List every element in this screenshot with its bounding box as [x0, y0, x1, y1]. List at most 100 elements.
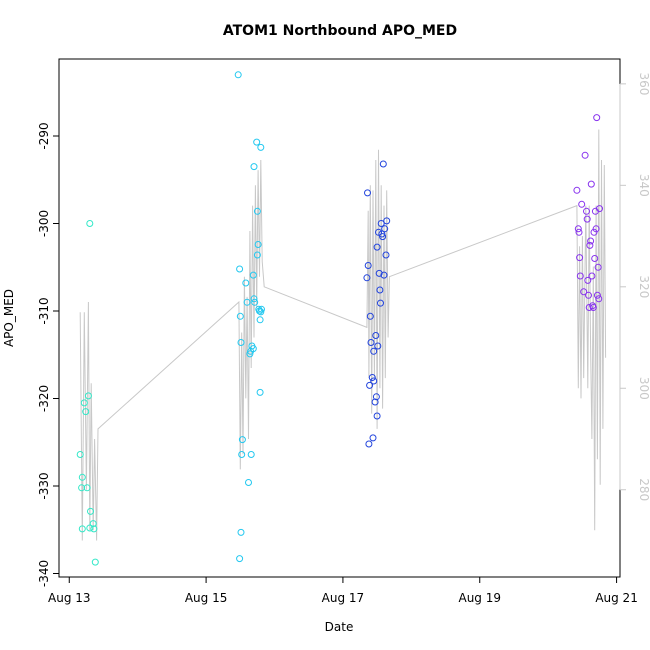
data-point-4-20 [591, 255, 599, 262]
data-point-2-16 [247, 451, 255, 458]
chart-title: ATOM1 Northbound APO_MED [223, 23, 457, 39]
data-point-2-15 [249, 345, 257, 353]
data-point-3-24 [379, 233, 387, 241]
data-point-3-21 [377, 299, 384, 307]
data-point-2-5 [238, 451, 246, 458]
data-point-3-8 [369, 434, 377, 442]
data-point-4-22 [592, 225, 600, 233]
data-point-2-21 [253, 138, 261, 146]
secondary-line-series [79, 129, 607, 541]
data-point-4-10 [583, 215, 591, 223]
y-tick-label: -330 [37, 472, 51, 499]
data-point-3-3 [363, 274, 371, 282]
data-point-2-26 [256, 307, 263, 315]
x-tick-label: Aug 19 [458, 591, 501, 605]
data-point-2-11 [245, 479, 252, 486]
data-point-3-18 [375, 228, 382, 236]
data-point-2-27 [256, 388, 264, 396]
data-point-4-12 [585, 291, 592, 299]
data-point-1-8 [82, 408, 90, 416]
data-point-3-2 [364, 262, 372, 269]
data-point-2-18 [250, 295, 258, 303]
data-point-2-28 [257, 143, 265, 151]
data-point-4-17 [588, 272, 596, 280]
data-point-1-14 [78, 525, 86, 533]
data-point-1-3 [86, 524, 94, 532]
data-point-2-31 [256, 316, 264, 324]
data-point-1-10 [86, 220, 94, 227]
data-point-1-5 [78, 473, 86, 481]
data-point-3-29 [383, 217, 391, 225]
data-point-3-10 [368, 374, 376, 381]
data-point-3-11 [370, 377, 378, 385]
data-point-2-23 [254, 241, 262, 248]
data-point-2-6 [238, 436, 246, 444]
data-point-4-6 [578, 200, 586, 208]
data-point-4-23 [593, 114, 601, 122]
x-axis: Aug 13 Aug 15 Aug 17 Aug 19 Aug 21 [48, 576, 638, 605]
data-point-3-28 [382, 251, 390, 259]
data-point-3-19 [375, 269, 383, 277]
data-point-3-7 [365, 440, 373, 448]
data-point-1-11 [89, 520, 97, 528]
x-tick-label: Aug 15 [185, 591, 228, 605]
data-point-4-2 [574, 225, 582, 233]
data-point-2-3 [236, 312, 244, 320]
data-point-4-26 [595, 295, 603, 303]
data-point-1-4 [87, 507, 94, 515]
data-point-3-5 [367, 339, 375, 346]
data-point-3-6 [366, 381, 374, 389]
data-point-4-16 [587, 180, 595, 188]
data-point-2-22 [253, 207, 261, 215]
data-point-3-26 [380, 271, 388, 279]
data-point-2-7 [237, 528, 245, 536]
data-point-2-9 [242, 279, 250, 287]
y-tick-label: -290 [37, 122, 51, 149]
x-axis-label: Date [325, 620, 354, 634]
data-point-1-2 [83, 484, 91, 492]
data-point-4-14 [586, 241, 594, 249]
data-point-4-8 [581, 151, 589, 159]
plot-frame [58, 58, 621, 578]
data-point-3-27 [381, 225, 389, 233]
data-point-3-12 [371, 398, 379, 406]
data-point-2-10 [243, 298, 251, 306]
data-point-2-30 [257, 308, 265, 316]
data-point-4-25 [594, 263, 602, 271]
right-y-tick-label: 280 [637, 478, 650, 501]
y-axis-label: APO_MED [2, 289, 16, 347]
data-point-4-4 [576, 254, 584, 262]
data-point-2-2 [236, 265, 244, 273]
secondary-line [79, 129, 607, 541]
data-point-1-6 [76, 451, 84, 458]
data-point-4-7 [580, 288, 588, 296]
data-points [76, 71, 603, 566]
data-point-1-12 [90, 525, 98, 533]
right-y-tick-label: 300 [637, 377, 650, 400]
data-point-4-24 [593, 291, 601, 299]
data-point-3-4 [366, 312, 374, 320]
data-point-3-20 [376, 286, 384, 294]
x-tick-label: Aug 17 [322, 591, 365, 605]
data-point-2-24 [253, 251, 261, 259]
x-tick-label: Aug 13 [48, 591, 91, 605]
data-point-4-5 [576, 272, 584, 280]
data-point-4-28 [589, 304, 597, 311]
data-point-4-13 [585, 304, 593, 311]
data-point-1-13 [91, 558, 99, 566]
y-tick-label: -340 [37, 560, 51, 587]
data-point-2-17 [249, 271, 257, 279]
data-point-3-15 [374, 342, 382, 350]
data-point-1-9 [84, 392, 92, 400]
data-point-3-13 [372, 393, 380, 401]
data-point-3-25 [379, 160, 387, 168]
right-y-axis: 280 300 320 340 360 [619, 72, 650, 501]
data-point-2-8 [236, 555, 244, 563]
data-point-4-3 [575, 228, 583, 236]
data-point-3-9 [370, 347, 378, 355]
data-point-4-27 [596, 205, 603, 213]
data-point-3-16 [372, 332, 380, 339]
data-point-4-15 [587, 237, 595, 245]
y-tick-label: -300 [37, 210, 51, 237]
data-point-1-7 [80, 399, 88, 407]
